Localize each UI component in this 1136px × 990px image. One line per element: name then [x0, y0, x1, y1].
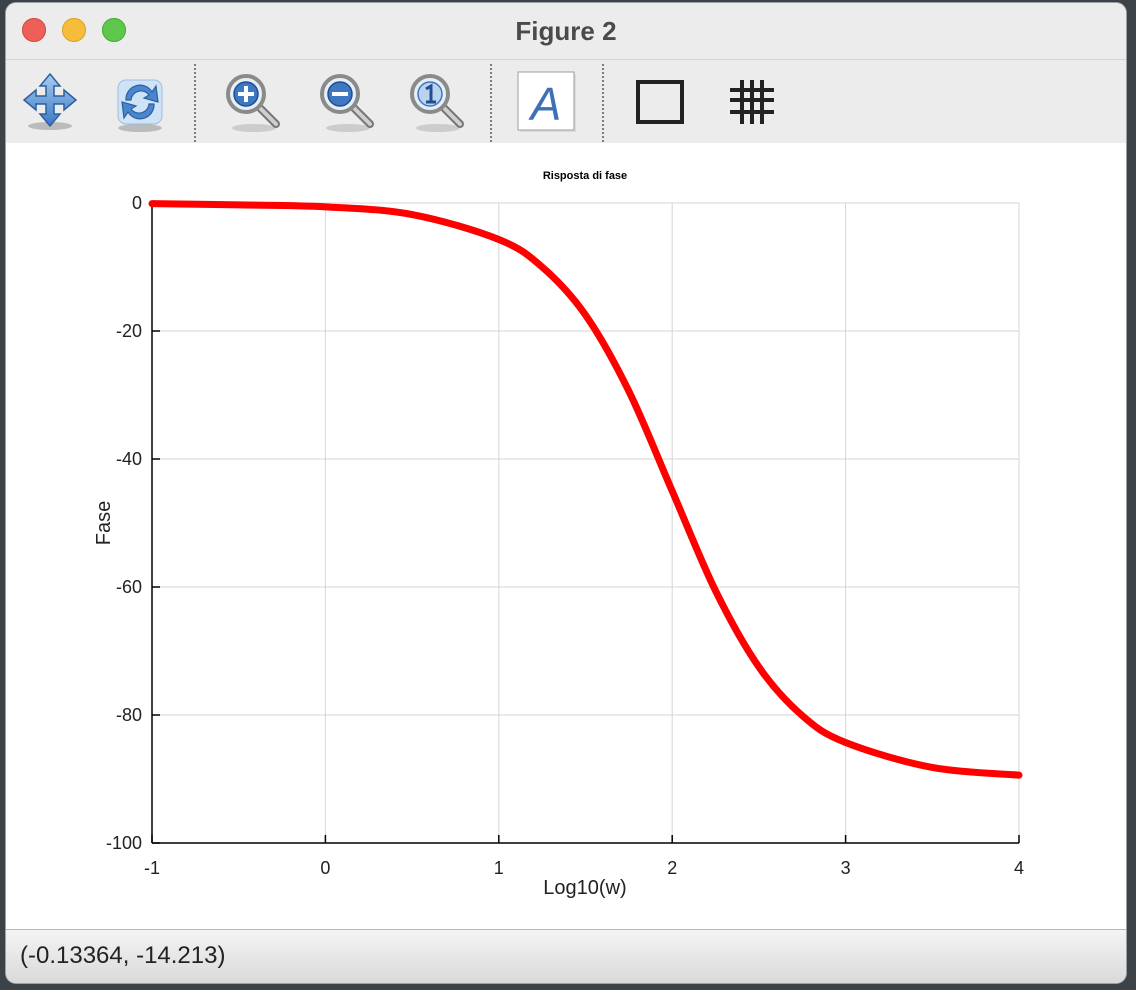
zoom-out-icon [320, 74, 374, 132]
y-tick-label: 0 [132, 193, 142, 213]
plot-area [151, 202, 1020, 844]
pan-tool-button[interactable] [18, 68, 82, 134]
zoom-in-tool-button[interactable] [220, 68, 284, 134]
arrows-move-icon [22, 72, 78, 130]
square-icon [636, 80, 684, 124]
y-tick-label: -80 [116, 705, 142, 725]
maximize-button[interactable] [102, 18, 126, 42]
zoom-reset-tool-button[interactable] [404, 68, 468, 134]
y-tick-label: -20 [116, 321, 142, 341]
close-button[interactable] [22, 18, 46, 42]
x-tick-label: 3 [841, 858, 851, 878]
toolbar: A [6, 59, 1126, 144]
minimize-button[interactable] [62, 18, 86, 42]
x-tick-label: 4 [1014, 858, 1024, 878]
toolbar-separator [490, 64, 492, 142]
y-tick-label: -40 [116, 449, 142, 469]
phase-response-chart[interactable]: -1 0 1 2 3 4 0 -20 -40 -60 -80 -100 Risposta di fas… [6, 143, 1126, 929]
zoom-out-tool-button[interactable] [314, 68, 378, 134]
status-bar: (-0.13364, -14.213) [6, 929, 1126, 983]
svg-text:A: A [528, 78, 562, 130]
figure-window: Figure 2 [6, 3, 1126, 983]
phase-series-line [148, 200, 1023, 779]
cursor-coordinates: (-0.13364, -14.213) [20, 942, 226, 969]
toolbar-separator [602, 64, 604, 142]
rotate-tool-button[interactable] [108, 68, 172, 134]
grid-icon [730, 80, 774, 124]
y-axis-label: Fase [93, 501, 115, 545]
series-layer [148, 200, 1023, 779]
axes: -1 0 1 2 3 4 0 -20 -40 -60 -80 -100 [106, 193, 1024, 878]
toolbar-separator [194, 64, 196, 142]
chart-title: Risposta di fase [543, 170, 627, 182]
x-tick-label: 0 [320, 858, 330, 878]
rotate-icon [117, 79, 163, 132]
y-tick-label: -100 [106, 833, 142, 853]
x-tick-label: 1 [494, 858, 504, 878]
window-title: Figure 2 [515, 16, 617, 46]
x-tick-label: 2 [667, 858, 677, 878]
title-bar: Figure 2 [6, 3, 1126, 59]
zoom-original-icon [410, 74, 464, 132]
text-a-icon: A [517, 71, 576, 132]
x-axis-label: Log10(w) [543, 877, 626, 899]
box-tool-button[interactable] [628, 68, 692, 134]
zoom-in-icon [226, 74, 280, 132]
text-tool-button[interactable]: A [514, 68, 578, 134]
y-tick-label: -60 [116, 577, 142, 597]
grid-tool-button[interactable] [720, 68, 784, 134]
figure-canvas[interactable]: -1 0 1 2 3 4 0 -20 -40 -60 -80 -100 Risposta di fas… [6, 143, 1126, 929]
x-tick-label: -1 [144, 858, 160, 878]
grid-lines [151, 202, 1020, 844]
